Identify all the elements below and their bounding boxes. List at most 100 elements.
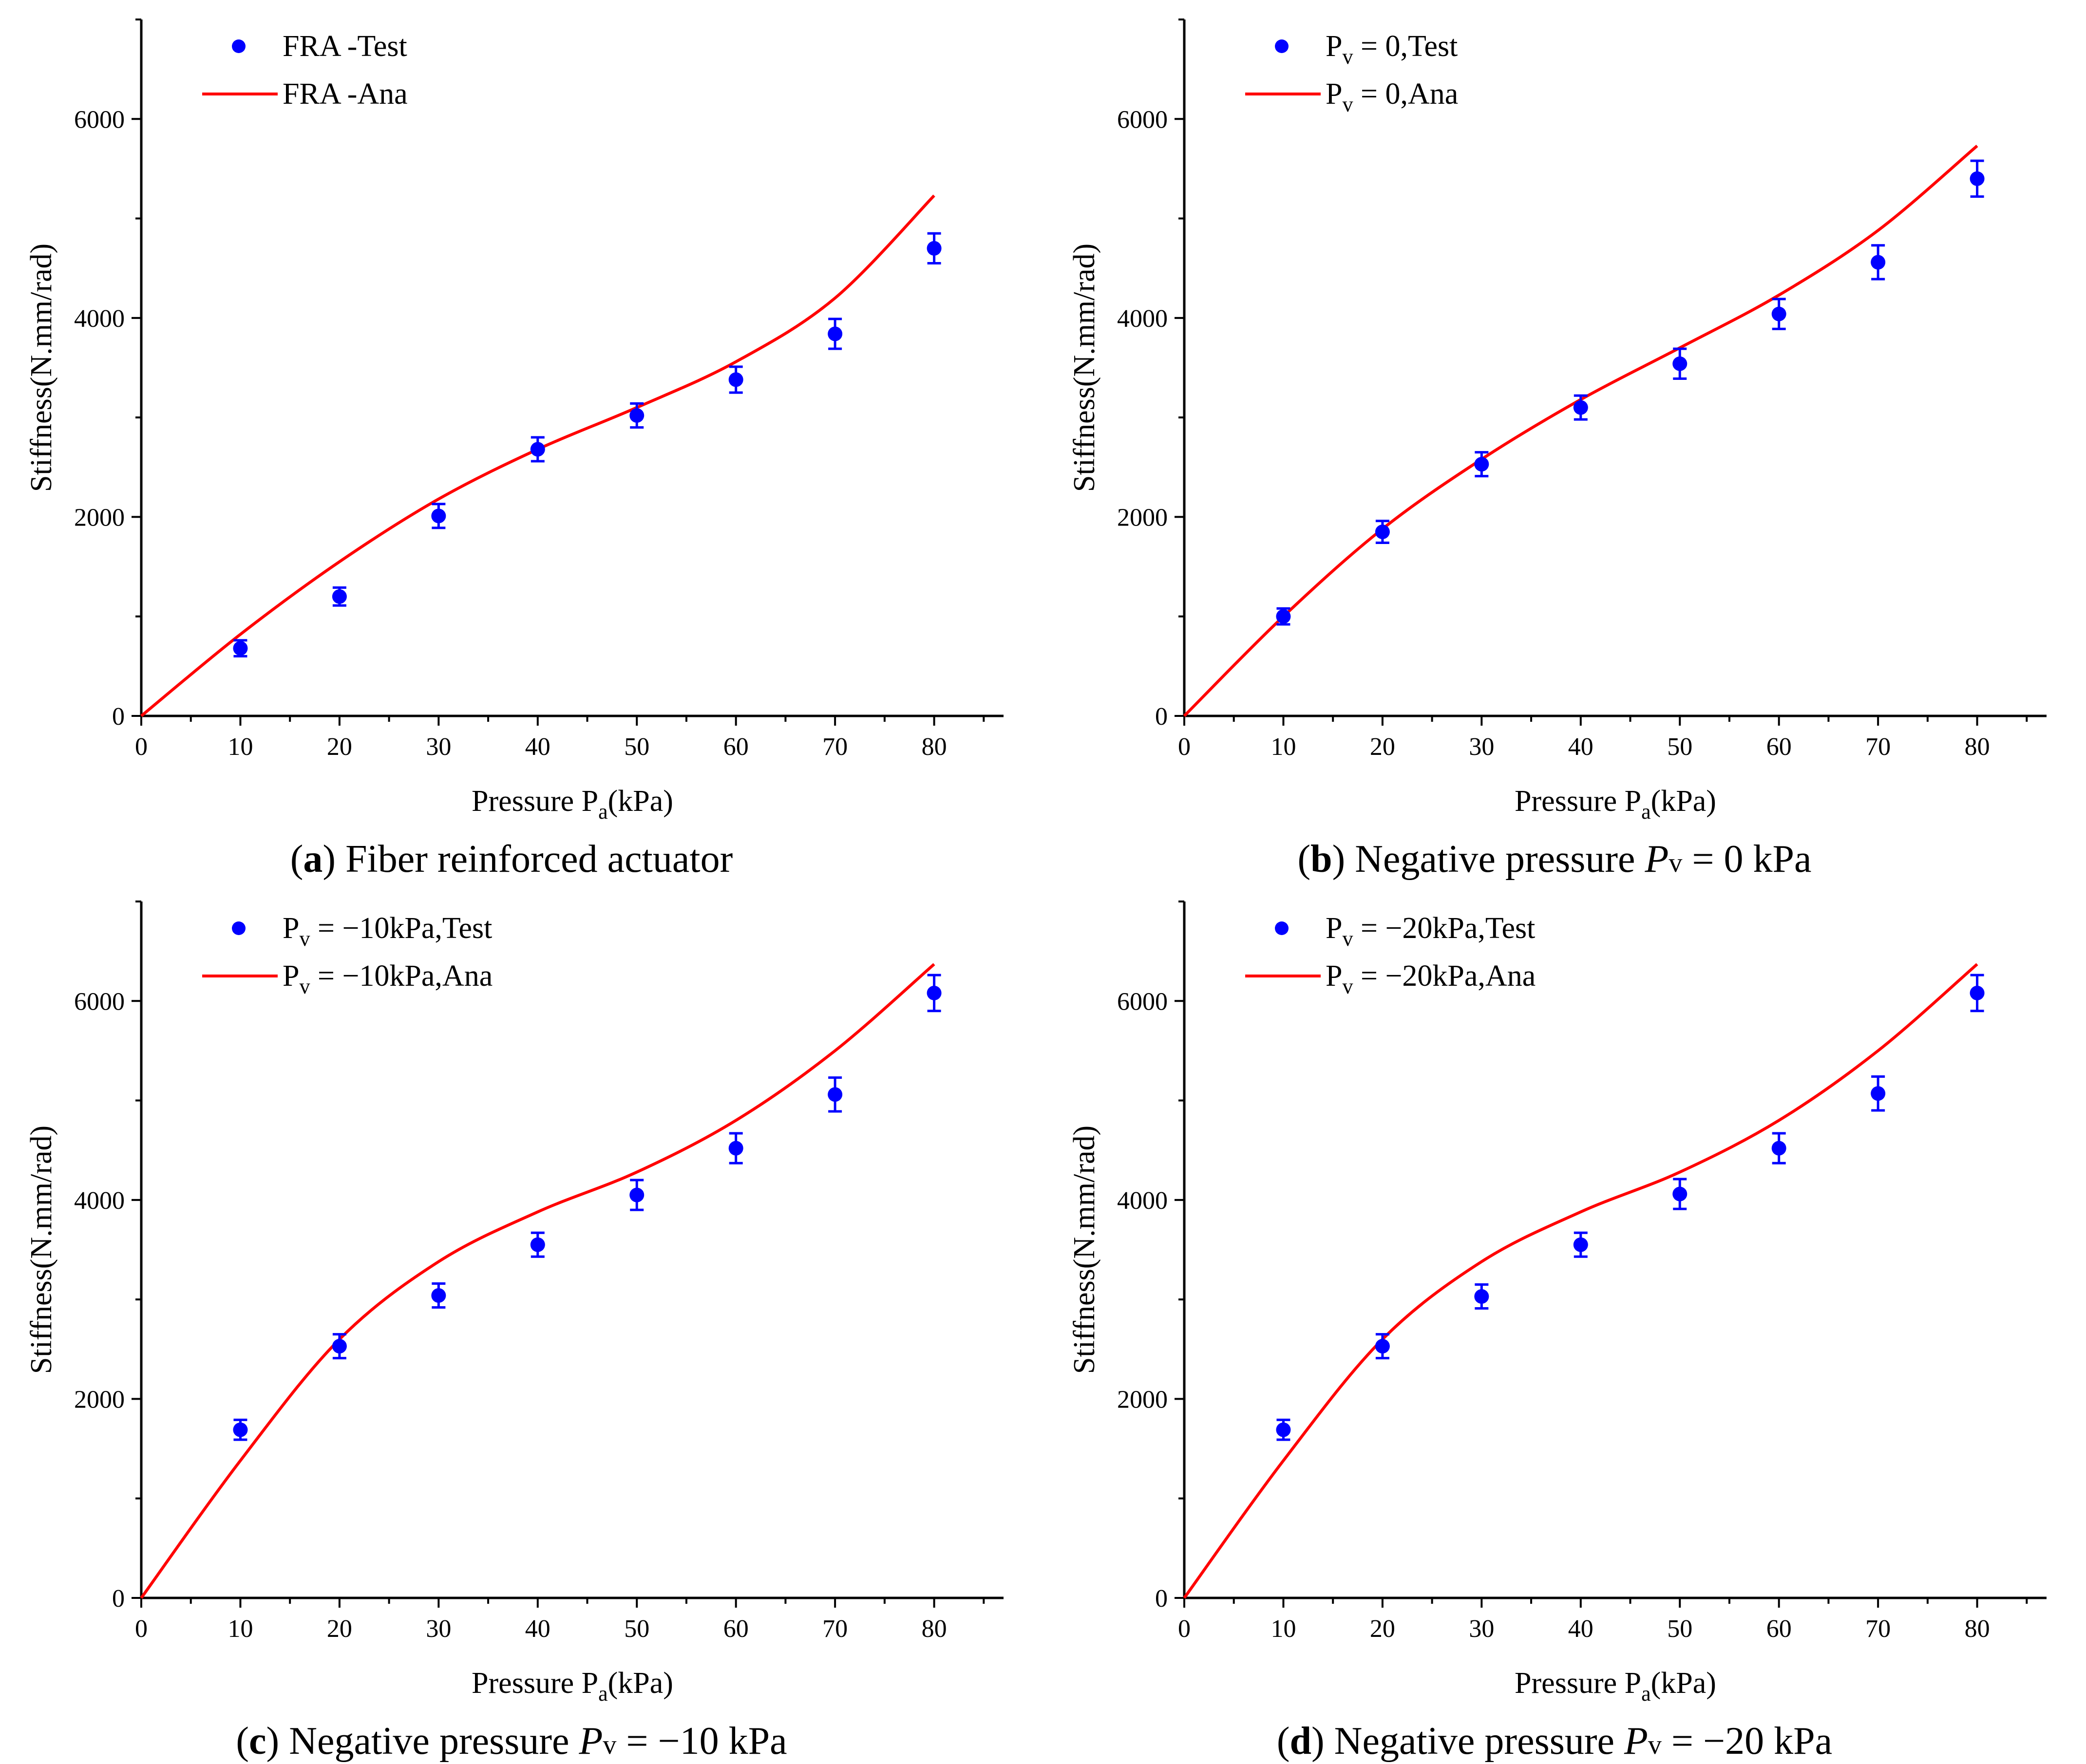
- x-tick-label: 80: [922, 733, 947, 761]
- y-tick-label: 4000: [1117, 1187, 1168, 1215]
- legend-ana-label: FRA -Ana: [283, 77, 408, 111]
- legend-ana-label: Pv = 0,Ana: [1326, 77, 1458, 116]
- y-axis-title: Stiffness(N.mm/rad): [1068, 1126, 1101, 1374]
- test-point: [431, 508, 446, 524]
- legend-test-label: Pv = −10kPa,Test: [283, 912, 492, 951]
- test-point: [828, 1087, 843, 1102]
- legend-ana-label: Pv = −20kPa,Ana: [1326, 959, 1536, 998]
- caption-sub: v: [603, 1730, 616, 1760]
- x-axis-title: Pressure Pa(kPa): [1515, 785, 1716, 824]
- y-tick-label: 6000: [1117, 106, 1168, 133]
- caption-open: (: [236, 1720, 249, 1763]
- legend-test-suffix: = −10kPa,Test: [310, 912, 492, 945]
- x-axis-title-sub: a: [1641, 800, 1651, 824]
- y-tick-label: 2000: [74, 1386, 125, 1413]
- legend-test-sub: v: [1342, 45, 1353, 69]
- panel-b: 0 10 20 30 40 50 60 70 80 0 2000 4000 6000 Pressure P…: [1043, 0, 2086, 882]
- y-tick-label: 0: [1155, 1585, 1168, 1613]
- caption-sub: v: [1648, 1730, 1662, 1760]
- chart-svg-a: 0 10 20 30 40 50 60 70 80 0 2000 4000 6000 Pressure P…: [25, 19, 1004, 881]
- x-axis-title-unit: (kPa): [608, 785, 673, 818]
- test-point: [431, 1288, 446, 1303]
- legend-ana-prefix: P: [1326, 77, 1342, 111]
- legend-ana-sub: v: [1342, 975, 1353, 998]
- x-tick-label: 0: [1178, 733, 1191, 761]
- x-axis-title-unit: (kPa): [1651, 1667, 1716, 1700]
- legend-ana-prefix: P: [1326, 959, 1342, 993]
- legend-ana-sub: v: [299, 975, 310, 998]
- x-axis-title-sub: a: [598, 1682, 608, 1706]
- caption-text: Negative pressure: [1345, 838, 1645, 881]
- legend-test-prefix: P: [1326, 912, 1342, 945]
- caption-math: P: [579, 1720, 603, 1763]
- test-point: [1573, 400, 1588, 415]
- legend-ana-suffix: = −20kPa,Ana: [1353, 959, 1536, 993]
- panel-caption: (b) Negative pressure Pv = 0 kPa: [1297, 838, 1811, 881]
- test-point: [1474, 1289, 1489, 1304]
- caption-text: Negative pressure: [1325, 1720, 1624, 1763]
- x-tick-label: 30: [426, 1615, 451, 1643]
- legend-ana-suffix: = −10kPa,Ana: [310, 959, 493, 993]
- x-tick-label: 0: [135, 733, 148, 761]
- x-axis-title-sub: a: [1641, 1682, 1651, 1706]
- test-point: [728, 372, 743, 387]
- y-tick-label: 0: [1155, 703, 1168, 731]
- x-tick-label: 30: [1469, 1615, 1494, 1643]
- caption-close: ): [1311, 1720, 1325, 1763]
- x-tick-label: 10: [1271, 1615, 1296, 1643]
- x-tick-label: 40: [525, 1615, 550, 1643]
- y-tick-label: 4000: [74, 1187, 125, 1215]
- test-point: [530, 442, 545, 457]
- caption-math: P: [1624, 1720, 1648, 1763]
- caption-open: (: [1297, 838, 1310, 881]
- x-tick-label: 60: [1766, 733, 1792, 761]
- test-point: [927, 241, 942, 256]
- test-point: [233, 641, 248, 656]
- x-tick-label: 80: [1965, 733, 1990, 761]
- legend-test-label: Pv = −20kPa,Test: [1326, 912, 1535, 951]
- caption-math: P: [1645, 838, 1669, 881]
- x-tick-label: 50: [1667, 733, 1692, 761]
- legend-test-marker: [1275, 921, 1289, 935]
- legend-test-prefix: P: [283, 912, 299, 945]
- test-point: [927, 985, 942, 1000]
- x-tick-label: 50: [624, 1615, 649, 1643]
- x-tick-label: 40: [1568, 733, 1593, 761]
- test-point: [1375, 525, 1390, 540]
- panel-a: 0 10 20 30 40 50 60 70 80 0 2000 4000 6000 Pressure P…: [0, 0, 1043, 882]
- test-point: [1672, 1186, 1688, 1201]
- analytical-line: [1183, 145, 1978, 717]
- test-point: [1375, 1339, 1390, 1354]
- y-tick-label: 2000: [1117, 504, 1168, 531]
- x-tick-label: 60: [723, 1615, 749, 1643]
- legend-ana-label: Pv = −10kPa,Ana: [283, 959, 493, 998]
- x-tick-label: 70: [1865, 733, 1891, 761]
- x-tick-label: 70: [1865, 1615, 1891, 1643]
- x-tick-label: 30: [426, 733, 451, 761]
- x-tick-label: 20: [327, 733, 352, 761]
- caption-open: (: [290, 838, 303, 881]
- legend-test-sub: v: [299, 927, 310, 951]
- x-axis-title-main: Pressure P: [1515, 1667, 1641, 1700]
- y-tick-label: 2000: [74, 504, 125, 531]
- test-point: [1970, 985, 1985, 1000]
- test-point: [1276, 1422, 1291, 1437]
- test-point: [332, 589, 347, 604]
- x-tick-label: 80: [1965, 1615, 1990, 1643]
- test-point: [1871, 1086, 1886, 1101]
- legend-ana-sub: v: [1342, 93, 1353, 116]
- caption-tag: d: [1290, 1720, 1312, 1763]
- y-tick-label: 0: [112, 703, 125, 731]
- x-axis-title-sub: a: [598, 800, 608, 824]
- test-point: [332, 1339, 347, 1354]
- caption-open: (: [1277, 1720, 1290, 1763]
- caption-tail: = −10 kPa: [616, 1720, 787, 1763]
- test-point: [629, 1187, 645, 1202]
- x-axis-title-main: Pressure P: [472, 785, 598, 818]
- x-tick-label: 60: [723, 733, 749, 761]
- test-point: [1672, 356, 1688, 371]
- x-tick-label: 20: [327, 1615, 352, 1643]
- caption-text: Fiber reinforced actuator: [336, 838, 733, 881]
- panel-caption: (c) Negative pressure Pv = −10 kPa: [236, 1720, 787, 1763]
- caption-tag: a: [303, 838, 322, 881]
